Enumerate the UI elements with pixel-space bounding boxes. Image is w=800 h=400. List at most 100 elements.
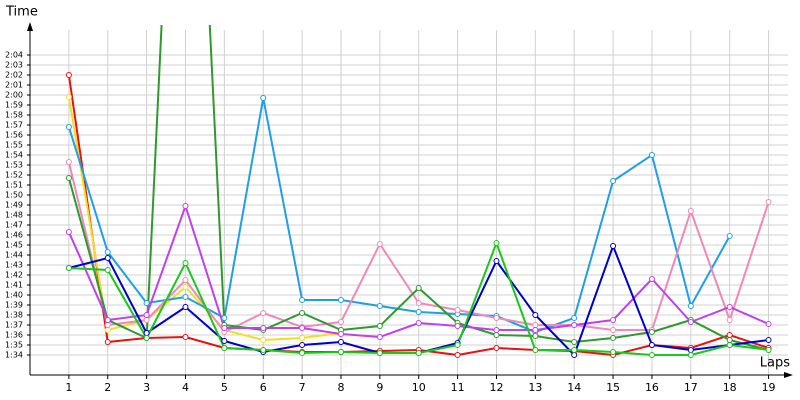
data-point [337, 339, 344, 345]
data-point [299, 342, 306, 348]
data-point [182, 334, 189, 340]
data-point [299, 335, 306, 341]
data-point [726, 342, 733, 348]
data-point [726, 317, 733, 323]
data-point [299, 325, 306, 331]
data-point [454, 307, 461, 313]
data-point [221, 345, 228, 351]
data-point [648, 342, 655, 348]
data-point [765, 337, 772, 343]
data-point [143, 330, 150, 336]
data-point [571, 352, 578, 358]
y-tick-label: 1:51 [5, 181, 23, 190]
data-point [493, 327, 500, 333]
data-point [104, 322, 111, 328]
data-point [454, 342, 461, 348]
data-point [610, 243, 617, 249]
data-point [687, 352, 694, 358]
data-point [221, 325, 228, 331]
data-point [260, 95, 267, 101]
data-point [182, 203, 189, 209]
data-point [376, 350, 383, 356]
data-point [104, 267, 111, 273]
data-point [182, 304, 189, 310]
data-point [493, 332, 500, 338]
y-tick-label: 1:49 [5, 201, 23, 210]
data-point [337, 331, 344, 337]
y-tick-label: 1:58 [5, 111, 23, 120]
data-point [143, 317, 150, 323]
data-point [648, 352, 655, 358]
data-point [610, 327, 617, 333]
y-tick-label: 1:45 [5, 241, 23, 250]
data-point [376, 241, 383, 247]
series-line [67, 97, 731, 334]
y-tick-label: 1:43 [5, 261, 23, 270]
data-point [143, 335, 150, 341]
x-tick-label: 16 [645, 381, 659, 394]
data-point [610, 335, 617, 341]
y-tick-label: 1:59 [5, 101, 23, 110]
y-axis-arrow [27, 22, 33, 31]
data-point [493, 345, 500, 351]
axes: Time Laps 1:341:351:361:371:381:391:401:… [5, 5, 793, 394]
data-point [415, 300, 422, 306]
y-tick-label: 2:04 [5, 51, 23, 60]
data-point [687, 303, 694, 309]
data-point [182, 260, 189, 266]
data-point [337, 319, 344, 325]
data-point [65, 175, 72, 181]
data-point [648, 276, 655, 282]
data-point [610, 349, 617, 355]
x-tick-label: 11 [451, 381, 465, 394]
data-point [65, 265, 72, 271]
y-tick-label: 1:56 [5, 131, 23, 140]
data-point [532, 333, 539, 339]
data-point [104, 327, 111, 333]
y-tick-label: 1:48 [5, 211, 23, 220]
data-point [765, 321, 772, 327]
data-point [299, 310, 306, 316]
data-point [104, 249, 111, 255]
x-tick-label: 10 [412, 381, 426, 394]
data-point [532, 347, 539, 353]
data-point [65, 124, 72, 130]
x-tick-label: 8 [337, 381, 344, 394]
data-point [65, 229, 72, 235]
y-tick-label: 1:54 [5, 151, 23, 160]
data-point [376, 303, 383, 309]
data-point [726, 304, 733, 310]
data-point [571, 315, 578, 321]
data-point [648, 152, 655, 158]
data-point [104, 339, 111, 345]
data-point [221, 315, 228, 321]
y-tick-label: 1:52 [5, 171, 23, 180]
y-tick-label: 1:42 [5, 271, 23, 280]
x-axis-arrow [784, 372, 793, 378]
x-tick-label: 5 [221, 381, 228, 394]
data-point [532, 322, 539, 328]
data-point [687, 347, 694, 353]
data-point [415, 285, 422, 291]
y-tick-label: 1:41 [5, 281, 23, 290]
x-tick-label: 15 [606, 381, 620, 394]
y-tick-label: 1:47 [5, 221, 23, 230]
data-point [104, 317, 111, 323]
x-tick-label: 2 [104, 381, 111, 394]
x-tick-label: 1 [65, 381, 72, 394]
y-tick-label: 1:50 [5, 191, 23, 200]
y-tick-label: 1:53 [5, 161, 23, 170]
data-point [299, 297, 306, 303]
data-point [260, 310, 267, 316]
data-point [104, 255, 111, 261]
x-tick-label: 12 [489, 381, 503, 394]
data-point [65, 94, 72, 100]
data-point [260, 325, 267, 331]
data-point [532, 312, 539, 318]
grid [30, 30, 788, 375]
data-point [454, 323, 461, 329]
y-tick-label: 2:03 [5, 61, 23, 70]
y-tick-label: 2:02 [5, 71, 23, 80]
data-point [687, 208, 694, 214]
data-point [376, 334, 383, 340]
